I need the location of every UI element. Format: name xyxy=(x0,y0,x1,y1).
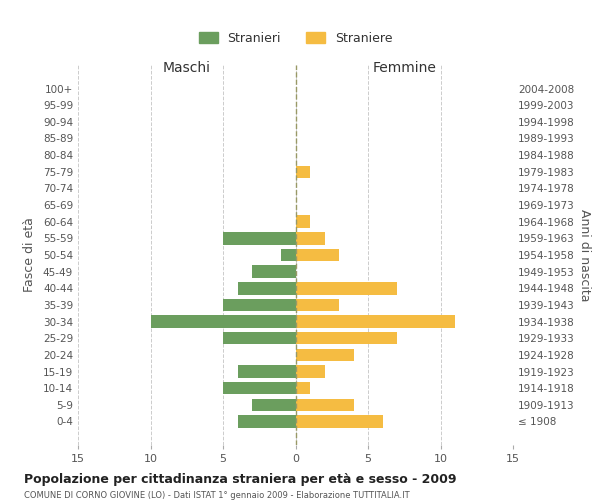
Bar xyxy=(223,382,296,394)
Bar xyxy=(296,366,325,378)
Bar xyxy=(296,348,353,361)
Bar xyxy=(223,232,296,244)
Bar xyxy=(296,382,310,394)
Bar xyxy=(252,398,296,411)
Bar xyxy=(238,282,296,294)
Bar xyxy=(296,232,325,244)
Bar xyxy=(151,316,296,328)
Bar xyxy=(252,266,296,278)
Bar xyxy=(296,415,383,428)
Bar xyxy=(296,298,339,311)
Bar xyxy=(296,316,455,328)
Bar xyxy=(223,298,296,311)
Bar xyxy=(296,166,310,178)
Bar xyxy=(238,366,296,378)
Bar xyxy=(281,249,296,261)
Y-axis label: Fasce di età: Fasce di età xyxy=(23,218,36,292)
Bar xyxy=(223,332,296,344)
Bar xyxy=(296,249,339,261)
Legend: Stranieri, Straniere: Stranieri, Straniere xyxy=(193,26,398,51)
Bar xyxy=(296,282,397,294)
Text: Popolazione per cittadinanza straniera per età e sesso - 2009: Popolazione per cittadinanza straniera p… xyxy=(24,472,457,486)
Text: Femmine: Femmine xyxy=(373,61,436,75)
Text: Maschi: Maschi xyxy=(163,61,211,75)
Bar xyxy=(296,216,310,228)
Bar xyxy=(296,398,353,411)
Bar xyxy=(296,332,397,344)
Text: COMUNE DI CORNO GIOVINE (LO) - Dati ISTAT 1° gennaio 2009 - Elaborazione TUTTITA: COMUNE DI CORNO GIOVINE (LO) - Dati ISTA… xyxy=(24,491,410,500)
Bar xyxy=(238,415,296,428)
Y-axis label: Anni di nascita: Anni di nascita xyxy=(578,209,591,301)
